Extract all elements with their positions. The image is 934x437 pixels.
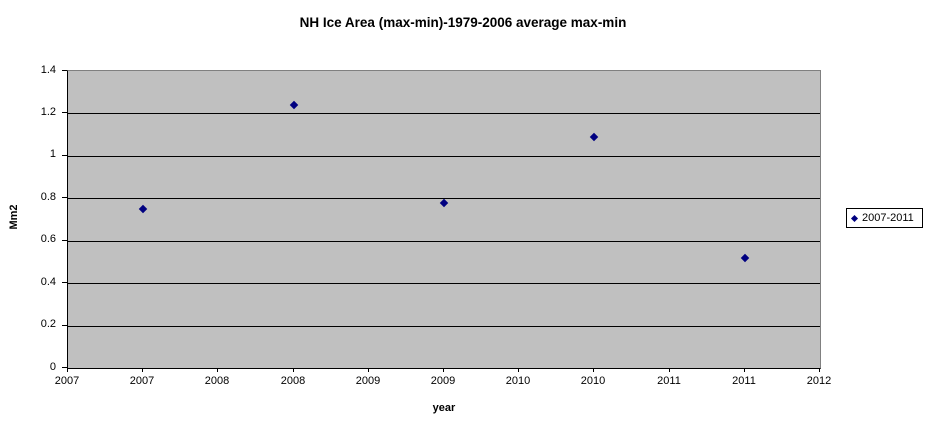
x-tick-label: 2008 [280,375,306,387]
x-tick-label: 2008 [204,375,230,387]
legend-label: 2007-2011 [862,212,914,224]
legend: 2007-2011 [846,208,923,228]
chart-title: NH Ice Area (max-min)-1979-2006 average … [299,15,627,30]
x-tick-mark [142,368,143,372]
y-tick-label: 0.6 [40,233,56,245]
x-tick-label: 2011 [732,375,756,387]
data-point-2011 [740,253,750,263]
x-tick-label: 2012 [806,375,832,387]
x-axis-title: year [432,402,456,414]
y-tick-label: 0 [49,361,56,373]
gridline [68,198,820,199]
x-tick-mark [293,368,294,372]
y-tick-mark [62,240,67,241]
y-tick-label: 0.4 [40,276,56,288]
x-tick-label: 2010 [505,375,531,387]
gridline [68,113,820,114]
x-tick-mark [443,368,444,372]
x-tick-mark [593,368,594,372]
data-point-2010 [589,132,599,142]
y-tick-mark [62,155,67,156]
y-axis-title: Mm2 [8,204,20,230]
y-tick-mark [62,325,67,326]
y-tick-mark [62,367,67,368]
y-tick-label: 1.2 [40,106,56,118]
gridline [68,283,820,284]
x-tick-label: 2011 [657,375,681,387]
y-tick-mark [62,197,67,198]
y-tick-label: 0.8 [40,191,56,203]
x-tick-label: 2009 [430,375,456,387]
x-tick-mark [217,368,218,372]
data-point-2007 [138,204,148,214]
x-tick-label: 2010 [580,375,606,387]
x-tick-label: 2009 [355,375,381,387]
y-tick-mark [62,282,67,283]
y-tick-mark [62,112,67,113]
y-tick-label: 1 [49,148,56,160]
diamond-marker-icon [850,214,859,222]
x-tick-mark [744,368,745,372]
x-tick-mark [368,368,369,372]
x-tick-label: 2007 [54,375,80,387]
x-tick-mark [819,368,820,372]
plot-area [67,70,821,369]
data-point-2009 [439,198,449,208]
y-tick-label: 1.4 [40,64,56,76]
y-tick-label: 0.2 [40,318,56,330]
x-tick-mark [669,368,670,372]
x-tick-label: 2007 [129,375,155,387]
x-tick-mark [67,368,68,372]
x-tick-mark [518,368,519,372]
data-point-2008 [289,100,299,110]
y-tick-mark [62,70,67,71]
gridline [68,156,820,157]
gridline [68,241,820,242]
gridline [68,326,820,327]
